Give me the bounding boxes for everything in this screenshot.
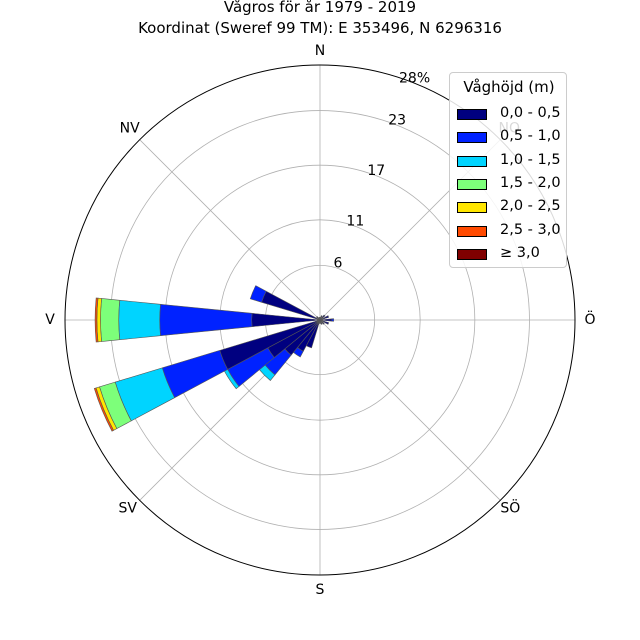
legend: Våghöjd (m) 0,0 - 0,5 0,5 - 1,0 1,0 - 1,5 1… bbox=[449, 72, 567, 268]
bar-45-bin-0 bbox=[319, 314, 326, 321]
direction-label-S: S bbox=[316, 582, 325, 598]
bar-270-bin-1 bbox=[159, 303, 253, 337]
bar-337.5-bin-0 bbox=[318, 317, 321, 321]
legend-item: ≥ 3,0 bbox=[457, 245, 567, 265]
direction-label-N: N bbox=[315, 43, 325, 59]
bar-315-bin-0 bbox=[316, 316, 321, 321]
bar-270-bin-2 bbox=[118, 299, 161, 341]
radial-tick-label: 6 bbox=[333, 256, 342, 272]
legend-title: Våghöjd (m) bbox=[463, 78, 555, 96]
spoke-SÖ bbox=[319, 319, 501, 501]
legend-item: 1,5 - 2,0 bbox=[457, 175, 567, 195]
chart-subtitle: Koordinat (Sweref 99 TM): E 353496, N 62… bbox=[138, 19, 502, 37]
radial-tick-label: 28% bbox=[399, 70, 430, 86]
direction-label-SÖ: SÖ bbox=[500, 498, 520, 516]
legend-item: 0,5 - 1,0 bbox=[457, 128, 567, 148]
legend-label: 0,0 - 0,5 bbox=[500, 105, 561, 121]
legend-label: ≥ 3,0 bbox=[500, 244, 540, 261]
chart-title: Vågros för år 1979 - 2019 bbox=[223, 0, 417, 16]
direction-label-NV: NV bbox=[120, 121, 140, 137]
bar-0-bin-0 bbox=[319, 316, 321, 321]
bar-67.5-bin-0 bbox=[319, 315, 330, 321]
legend-label: 0,5 - 1,0 bbox=[500, 128, 561, 145]
bar-292.5-bin-1 bbox=[249, 285, 267, 303]
legend-item: 2,0 - 2,5 bbox=[457, 198, 567, 218]
legend-label: 2,0 - 2,5 bbox=[500, 198, 561, 215]
legend-label: 1,5 - 2,0 bbox=[500, 174, 561, 191]
legend-label: 2,5 - 3,0 bbox=[500, 221, 561, 238]
outer-ring bbox=[64, 64, 576, 576]
legend-swatch bbox=[457, 225, 487, 237]
bar-270-bin-5 bbox=[94, 297, 99, 343]
legend-item: 2,5 - 3,0 bbox=[457, 222, 567, 242]
legend-item: 0,0 - 0,5 bbox=[457, 105, 567, 125]
legend-label: 1,0 - 1,5 bbox=[500, 151, 561, 168]
bar-247.5-bin-5 bbox=[93, 387, 114, 432]
legend-swatch bbox=[457, 202, 487, 214]
legend-swatch bbox=[457, 155, 487, 167]
bar-180-bin-0 bbox=[319, 319, 321, 324]
direction-label-V: V bbox=[45, 312, 55, 328]
legend-item: 1,0 - 1,5 bbox=[457, 152, 567, 172]
bar-135-bin-0 bbox=[319, 319, 325, 325]
legend-swatch bbox=[457, 109, 487, 120]
bar-247.5-bin-1 bbox=[161, 350, 229, 399]
radial-tick-label: 11 bbox=[346, 213, 364, 229]
legend-swatch bbox=[457, 178, 487, 190]
legend-swatch bbox=[457, 132, 487, 144]
bar-112.5-bin-0 bbox=[319, 319, 330, 325]
spoke-NV bbox=[139, 139, 321, 321]
bar-90-bin-1 bbox=[331, 318, 334, 322]
direction-label-Ö: Ö bbox=[584, 310, 595, 328]
bar-157.5-bin-0 bbox=[319, 319, 323, 325]
wave-bars bbox=[93, 285, 334, 432]
bar-270-bin-3 bbox=[100, 298, 121, 342]
legend-swatch bbox=[457, 248, 487, 260]
radial-tick-label: 17 bbox=[367, 163, 385, 179]
direction-label-SV: SV bbox=[118, 500, 137, 516]
radial-tick-label: 23 bbox=[388, 112, 406, 128]
